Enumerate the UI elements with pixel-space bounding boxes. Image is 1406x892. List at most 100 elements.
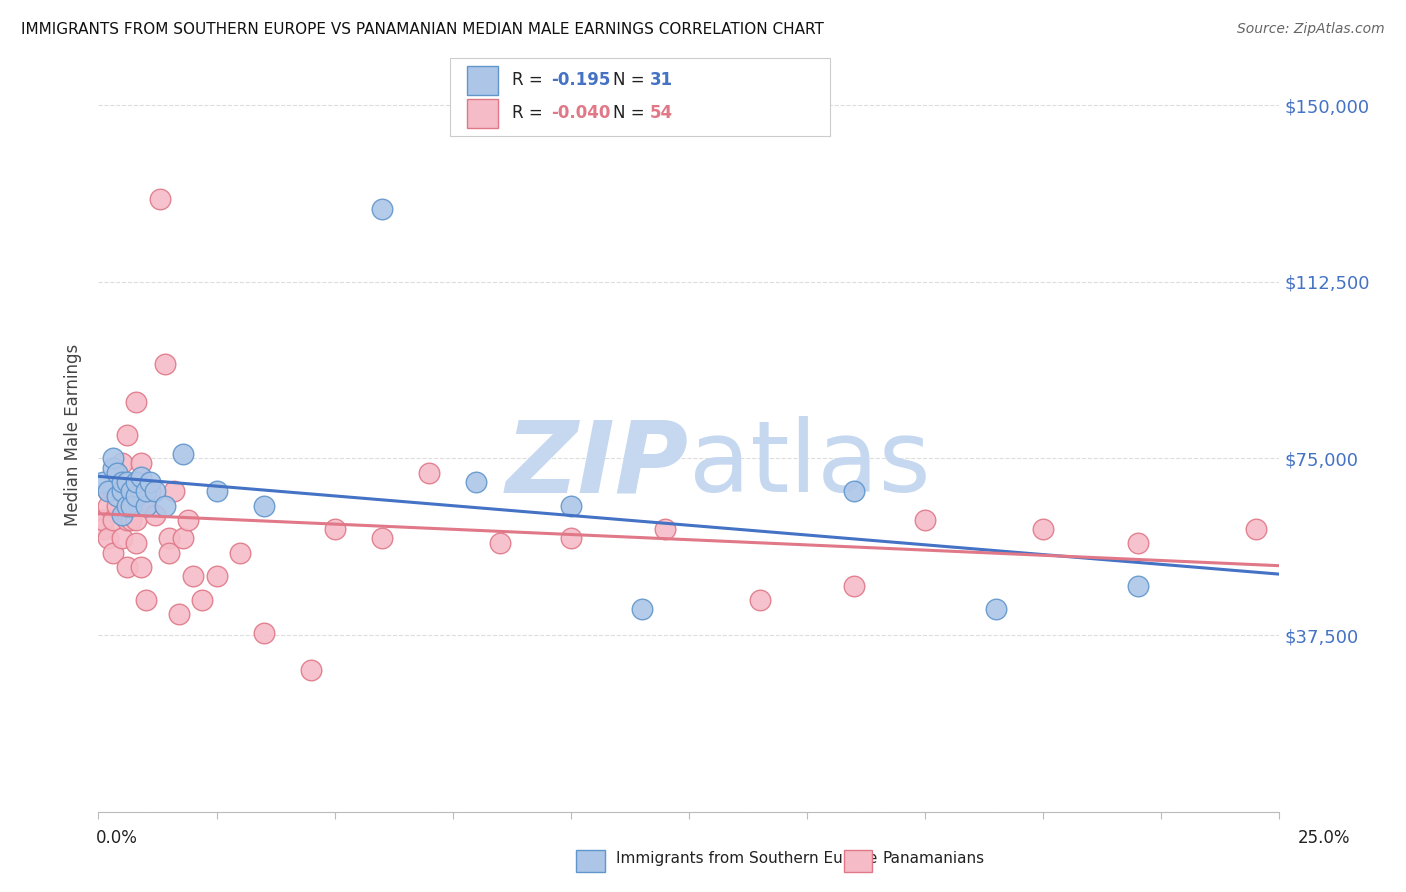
Point <box>101 484 124 499</box>
Point <box>172 532 194 546</box>
Point <box>371 202 394 216</box>
Point <box>844 578 866 592</box>
Text: 54: 54 <box>650 104 672 122</box>
Point <box>191 592 214 607</box>
Point <box>139 484 162 499</box>
Text: -0.040: -0.040 <box>551 104 610 122</box>
Point <box>121 499 143 513</box>
Text: -0.195: -0.195 <box>551 71 610 89</box>
Point <box>97 484 120 499</box>
Point <box>167 607 190 621</box>
Point <box>105 489 128 503</box>
Point <box>371 532 394 546</box>
Point <box>177 513 200 527</box>
Point <box>984 602 1007 616</box>
Text: IMMIGRANTS FROM SOUTHERN EUROPE VS PANAMANIAN MEDIAN MALE EARNINGS CORRELATION C: IMMIGRANTS FROM SOUTHERN EUROPE VS PANAM… <box>21 22 824 37</box>
Point <box>914 513 936 527</box>
Point <box>129 559 152 574</box>
Point <box>91 513 114 527</box>
Text: Panamanians: Panamanians <box>883 852 986 866</box>
Point <box>139 475 162 489</box>
Point <box>229 546 252 560</box>
Point <box>253 499 276 513</box>
Point <box>97 532 120 546</box>
Point <box>121 499 143 513</box>
Point <box>129 456 152 470</box>
Point <box>91 475 114 489</box>
Text: Immigrants from Southern Europe: Immigrants from Southern Europe <box>616 852 877 866</box>
Point <box>465 475 488 489</box>
Point <box>121 484 143 499</box>
Point <box>157 532 180 546</box>
Point <box>91 513 114 527</box>
Y-axis label: Median Male Earnings: Median Male Earnings <box>65 343 83 526</box>
Point <box>630 602 652 616</box>
Point <box>105 466 128 480</box>
Point <box>97 499 120 513</box>
Point <box>560 499 582 513</box>
Point <box>125 513 148 527</box>
Point <box>654 522 676 536</box>
Point <box>163 484 186 499</box>
Point <box>844 484 866 499</box>
Point <box>129 470 152 484</box>
Point <box>125 489 148 503</box>
Point <box>115 499 138 513</box>
Point <box>149 192 172 206</box>
Text: atlas: atlas <box>689 417 931 514</box>
Point <box>111 508 134 522</box>
Point <box>115 513 138 527</box>
Point <box>111 484 134 499</box>
Point <box>101 513 124 527</box>
Point <box>560 532 582 546</box>
Point <box>115 559 138 574</box>
Text: 0.0%: 0.0% <box>96 829 138 847</box>
Text: N =: N = <box>613 104 650 122</box>
Point <box>105 466 128 480</box>
Text: 31: 31 <box>650 71 672 89</box>
Point <box>135 499 157 513</box>
Point <box>111 456 134 470</box>
Point <box>121 513 143 527</box>
Point <box>101 546 124 560</box>
Point <box>1126 578 1149 592</box>
Point <box>111 475 134 489</box>
Point <box>1032 522 1054 536</box>
Point <box>205 569 228 583</box>
Text: R =: R = <box>512 104 548 122</box>
Point <box>91 522 114 536</box>
Point <box>418 466 440 480</box>
Point <box>157 546 180 560</box>
Point <box>135 592 157 607</box>
Point <box>153 357 176 371</box>
Point <box>153 499 176 513</box>
Point <box>135 484 157 499</box>
Text: 25.0%: 25.0% <box>1298 829 1350 847</box>
Point <box>172 447 194 461</box>
Point <box>101 451 124 466</box>
Point <box>1126 536 1149 550</box>
Point <box>253 625 276 640</box>
Point <box>1244 522 1267 536</box>
Point <box>111 532 134 546</box>
Point <box>143 508 166 522</box>
Text: ZIP: ZIP <box>506 417 689 514</box>
Point <box>748 592 770 607</box>
Point <box>125 536 148 550</box>
Point <box>97 484 120 499</box>
Point <box>323 522 346 536</box>
Point <box>299 664 322 678</box>
Point <box>105 499 128 513</box>
Text: R =: R = <box>512 71 548 89</box>
Point <box>135 499 157 513</box>
Point <box>101 460 124 475</box>
Text: N =: N = <box>613 71 650 89</box>
Point <box>115 475 138 489</box>
Point <box>125 475 148 489</box>
Text: Source: ZipAtlas.com: Source: ZipAtlas.com <box>1237 22 1385 37</box>
Point <box>143 484 166 499</box>
Point <box>181 569 204 583</box>
Point <box>205 484 228 499</box>
Point <box>125 395 148 409</box>
Point <box>111 484 134 499</box>
